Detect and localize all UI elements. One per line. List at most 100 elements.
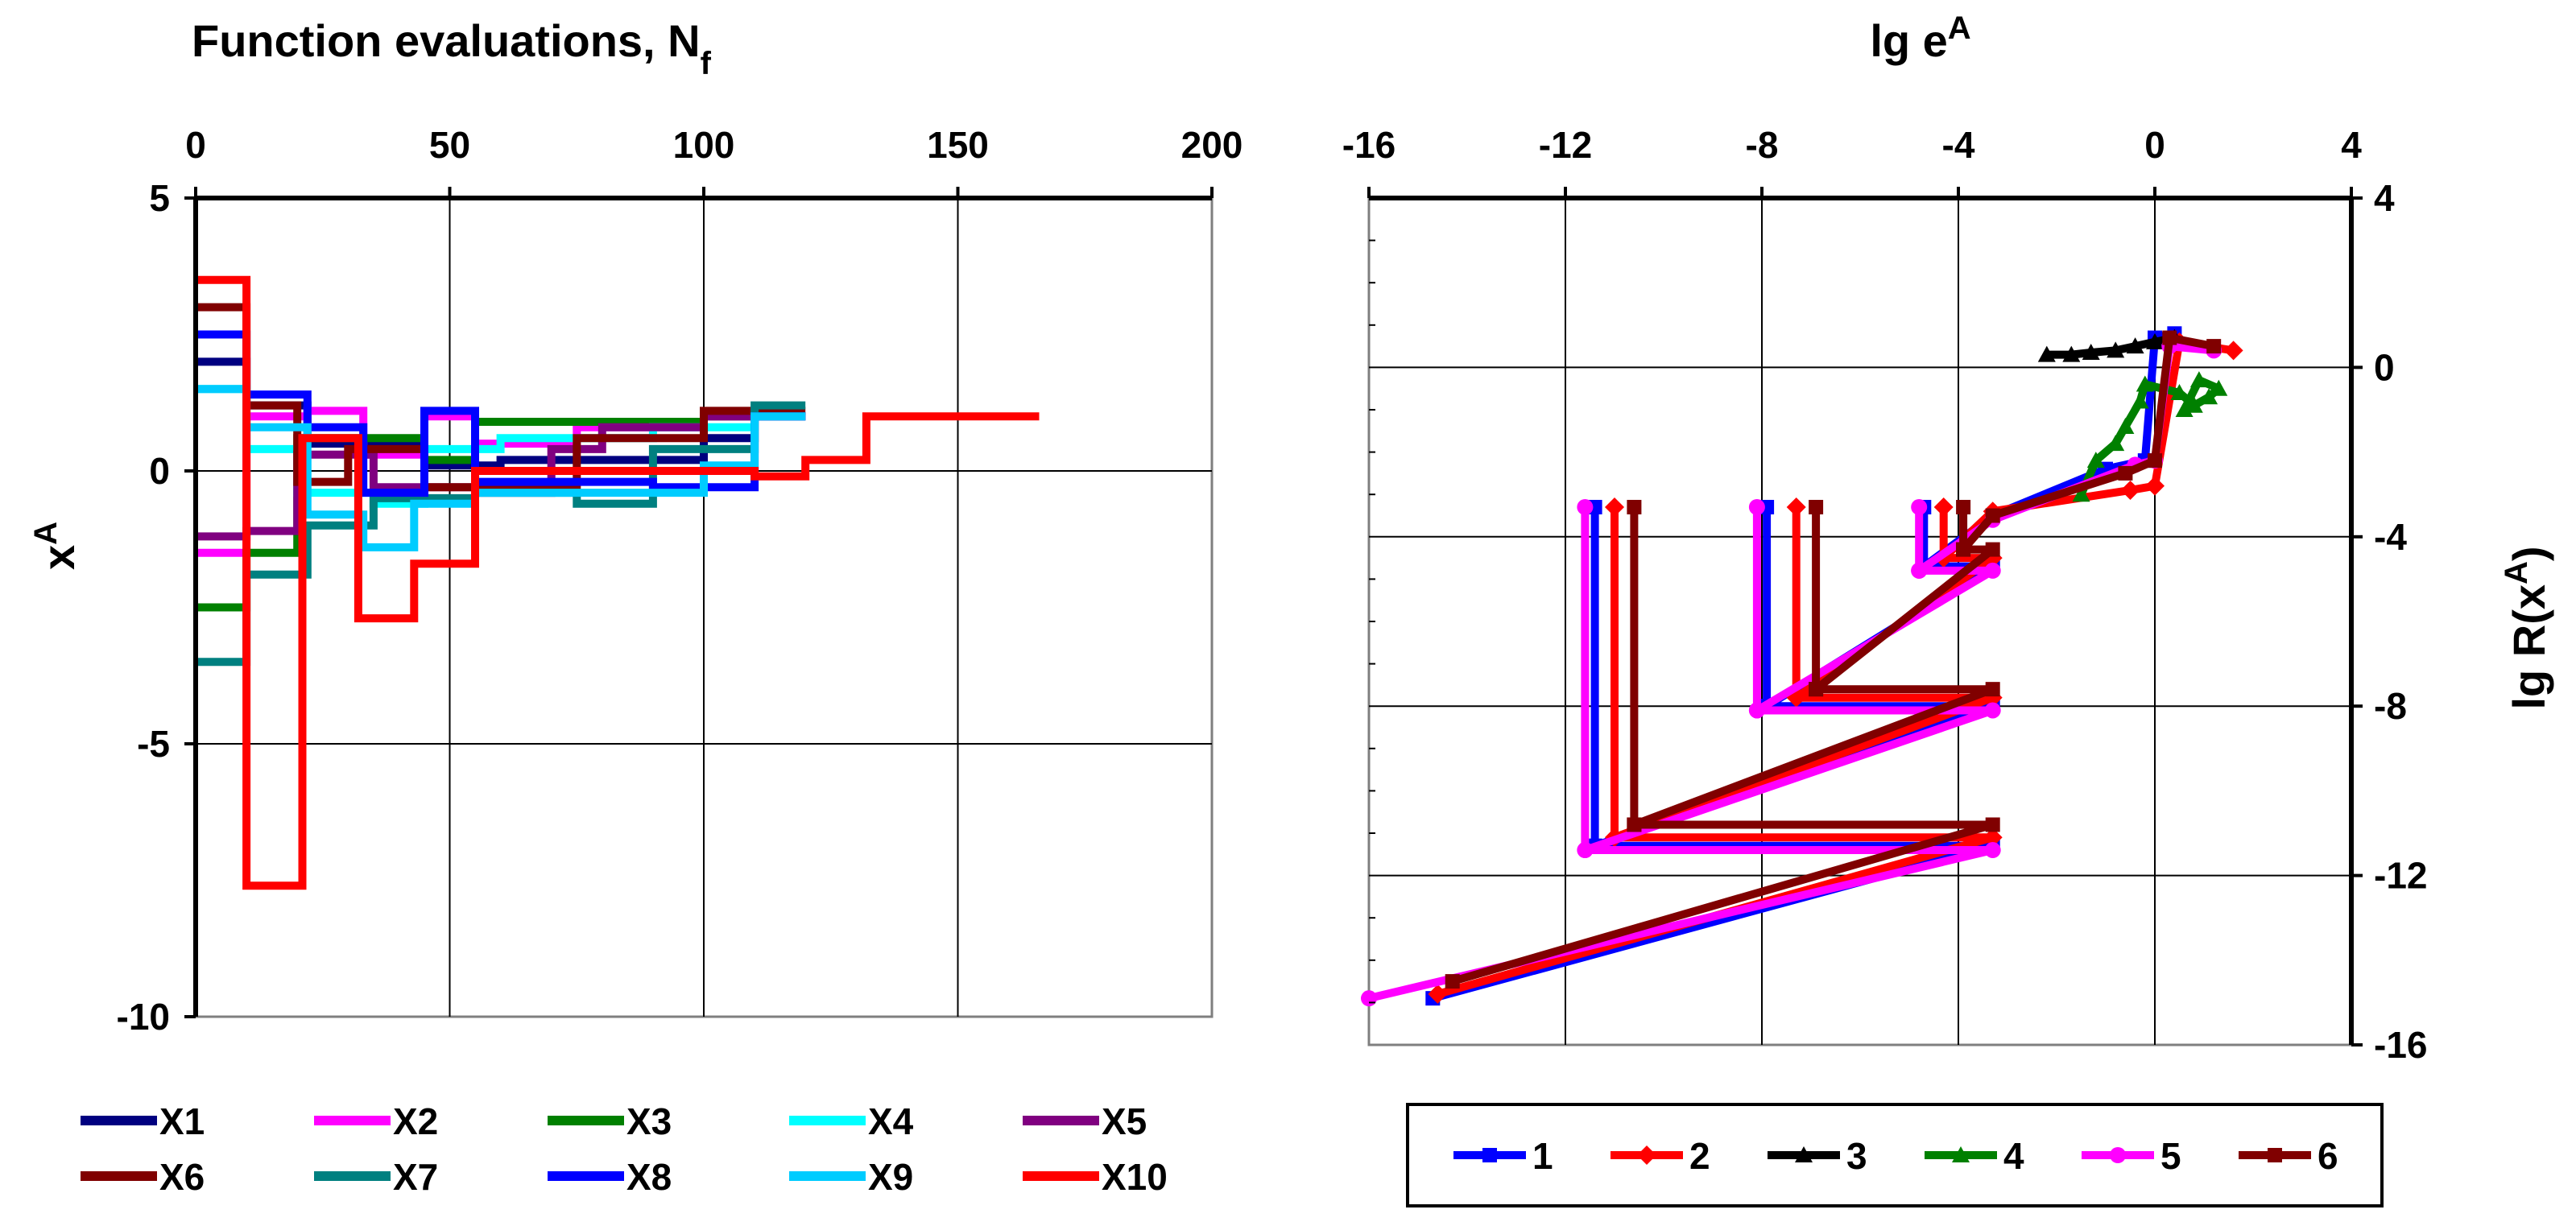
right-chart-series: [1361, 326, 2243, 1007]
right-legend-marker: [1952, 1146, 1970, 1162]
left-chart-title-sub: f: [701, 46, 712, 81]
right-series-6: [1445, 330, 2222, 989]
left-x-tick-label: 200: [1181, 124, 1243, 166]
right-series-6-marker: [1985, 682, 2000, 697]
right-series-6-marker: [1809, 499, 1824, 514]
right-series-3-marker: [2037, 345, 2056, 362]
left-legend-item-x7: X7: [314, 1156, 438, 1198]
right-series-4-marker: [2136, 375, 2154, 392]
right-legend-box: [1406, 1103, 2384, 1207]
left-series-line-x9: [196, 385, 806, 551]
left-legend-label: X9: [868, 1156, 913, 1198]
right-chart: lg eA lg R(xA) -16 -12 -8 -4 0 440-4-8-12-16 …: [1342, 10, 2554, 1207]
right-series-4-marker: [2086, 452, 2105, 469]
left-chart-grid: [194, 196, 1214, 1018]
right-series-3-marker: [2082, 343, 2100, 360]
left-legend-label: X2: [393, 1100, 438, 1142]
left-legend-item-x8: X8: [548, 1156, 672, 1198]
right-x-tick-label: -4: [1942, 124, 1975, 166]
right-series-6-marker: [1985, 542, 2000, 557]
left-legend-item-x4: X4: [789, 1100, 914, 1142]
right-chart-legend: 1 2 3 4 5 6: [1406, 1103, 2384, 1207]
left-series-line-x6: [196, 303, 806, 492]
right-series-3-marker: [2107, 341, 2125, 358]
right-x-tick-label: 4: [2341, 124, 2362, 166]
right-y-tick-label: 4: [2374, 177, 2395, 219]
right-chart-grid: [1367, 196, 2353, 1046]
right-legend-item-2: 2: [1611, 1135, 1710, 1177]
right-series-4-marker: [2200, 388, 2218, 405]
left-y-tick-label: 0: [149, 450, 170, 492]
right-series-5-marker: [1984, 562, 2001, 579]
left-legend-item-x3: X3: [548, 1100, 672, 1142]
left-legend-label: X7: [393, 1156, 438, 1198]
right-series-2-marker: [1983, 828, 2003, 848]
right-series-6-marker: [1627, 817, 1642, 832]
right-legend-item-3: 3: [1768, 1135, 1867, 1177]
right-x-tick-label: -12: [1539, 124, 1592, 166]
right-series-2-marker: [1605, 497, 1624, 517]
right-series-4-marker: [2175, 401, 2194, 417]
left-legend-label: X3: [626, 1100, 672, 1142]
left-chart: Function evaluations, Nf xA 0 50 100 150 200…: [28, 15, 1243, 1198]
right-series-2-marker: [1428, 984, 1448, 1004]
right-legend-item-5: 5: [2082, 1135, 2181, 1177]
left-legend-label: X8: [626, 1156, 672, 1198]
right-series-4-marker: [2131, 392, 2149, 409]
right-series-5-marker: [1361, 990, 1377, 1007]
right-legend-label: 4: [2003, 1135, 2024, 1177]
right-legend-label: 1: [1532, 1135, 1553, 1177]
right-chart-y-label-suffix: ): [2504, 546, 2554, 561]
right-series-5-marker: [1748, 702, 1765, 719]
left-chart-y-label-main: x: [33, 545, 84, 570]
right-y-tick-label: -16: [2374, 1024, 2427, 1066]
right-series-4-marker: [2185, 396, 2203, 413]
right-legend-label: 3: [1846, 1135, 1867, 1177]
right-series-4-marker: [2170, 383, 2189, 400]
right-legend-item-1: 1: [1453, 1135, 1553, 1177]
left-legend-label: X1: [159, 1100, 205, 1142]
right-chart-title-main: lg e: [1870, 15, 1947, 66]
left-y-tick-label: -5: [137, 723, 170, 765]
right-series-6-marker: [1445, 974, 1460, 989]
right-y-tick-label: -4: [2374, 516, 2407, 558]
right-series-6-marker: [2162, 330, 2177, 345]
right-series-6-marker: [2206, 339, 2222, 354]
right-series-5-marker: [1577, 842, 1594, 859]
left-x-tick-label: 150: [927, 124, 989, 166]
right-legend-label: 6: [2318, 1135, 2338, 1177]
left-legend-label: X4: [868, 1100, 914, 1142]
left-chart-y-label: xA: [28, 522, 84, 570]
right-legend-label: 5: [2160, 1135, 2181, 1177]
left-chart-axes: [184, 187, 1214, 1018]
right-series-4-marker: [2189, 371, 2208, 388]
right-series-5-marker: [1984, 842, 2001, 859]
left-y-tick-label: 5: [149, 177, 170, 219]
left-x-tick-label: 0: [185, 124, 206, 166]
left-x-tick-label: 100: [673, 124, 735, 166]
right-series-4-marker: [2072, 485, 2090, 502]
right-series-2-marker: [2223, 341, 2243, 361]
right-series-6-marker: [1809, 682, 1824, 697]
left-chart-y-label-sup: A: [28, 522, 64, 545]
right-series-3-marker: [2146, 332, 2164, 349]
right-series-5-marker: [1911, 562, 1928, 579]
right-chart-y-label: lg R(xA): [2499, 546, 2554, 709]
right-legend-item-4: 4: [1925, 1135, 2024, 1177]
right-legend-marker: [2110, 1147, 2126, 1163]
left-chart-series: [196, 275, 1040, 890]
right-series-5-marker: [1984, 702, 2001, 719]
right-chart-title-sup: A: [1948, 10, 1971, 46]
right-legend-marker: [1637, 1146, 1656, 1165]
right-series-5: [1361, 338, 2222, 1007]
right-x-tick-label: -8: [1746, 124, 1779, 166]
right-series-4-marker: [2107, 435, 2125, 452]
right-series-2-marker: [1933, 497, 1954, 517]
right-series-2-marker: [2145, 476, 2165, 496]
right-legend-marker: [2268, 1148, 2282, 1162]
left-legend-item-x10: X10: [1023, 1156, 1168, 1198]
left-series-line-x10: [196, 275, 1040, 890]
left-chart-legend: X1 X2 X3 X4 X5 X6 X7 X8 X9 X10: [81, 1100, 1168, 1198]
